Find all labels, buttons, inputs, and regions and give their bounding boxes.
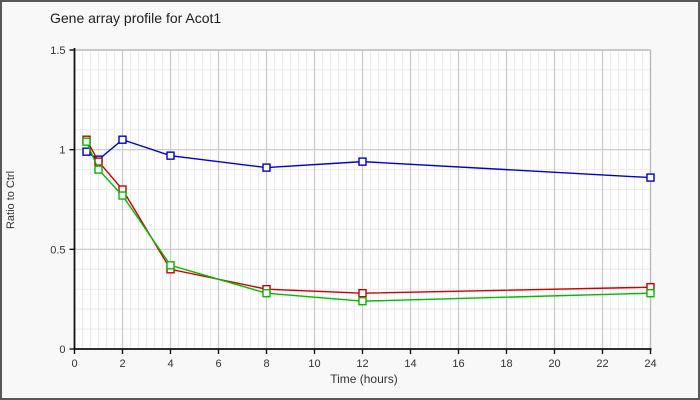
x-tick-label: 22 xyxy=(596,358,608,370)
x-tick-label: 8 xyxy=(263,358,269,370)
x-tick-label: 16 xyxy=(452,358,464,370)
x-tick-label: 6 xyxy=(215,358,221,370)
data-point-blue-series xyxy=(262,163,271,172)
x-tick-label: 24 xyxy=(644,358,656,370)
y-tick-label: 1.5 xyxy=(50,45,65,57)
data-point-green-series xyxy=(646,288,655,298)
x-tick-label: 18 xyxy=(500,358,512,370)
data-point-green-series xyxy=(82,137,91,146)
y-tick-label: 1 xyxy=(59,145,65,157)
x-tick-label: 2 xyxy=(119,358,125,370)
data-point-blue-series xyxy=(166,151,175,160)
chart-title: Gene array profile for Acot1 xyxy=(50,10,222,26)
data-point-blue-series xyxy=(118,135,127,144)
data-point-green-series xyxy=(358,296,367,306)
y-tick-label: 0 xyxy=(59,344,65,356)
x-tick-label: 4 xyxy=(167,358,173,370)
x-tick-label: 14 xyxy=(404,358,416,370)
data-point-red-series xyxy=(358,288,367,298)
data-point-blue-series xyxy=(358,157,367,166)
data-point-blue-series xyxy=(646,173,655,182)
x-axis-title: Time (hours) xyxy=(330,372,398,386)
y-tick-label: 0.5 xyxy=(50,244,65,256)
x-tick-label: 12 xyxy=(356,358,368,370)
x-tick-label: 10 xyxy=(308,358,320,370)
x-tick-label: 20 xyxy=(548,358,560,370)
data-point-green-series xyxy=(166,261,175,270)
x-tick-label: 0 xyxy=(71,358,77,370)
data-point-blue-series xyxy=(82,147,91,156)
data-point-green-series xyxy=(262,288,271,298)
data-point-green-series xyxy=(118,191,127,200)
data-point-green-series xyxy=(94,165,103,174)
